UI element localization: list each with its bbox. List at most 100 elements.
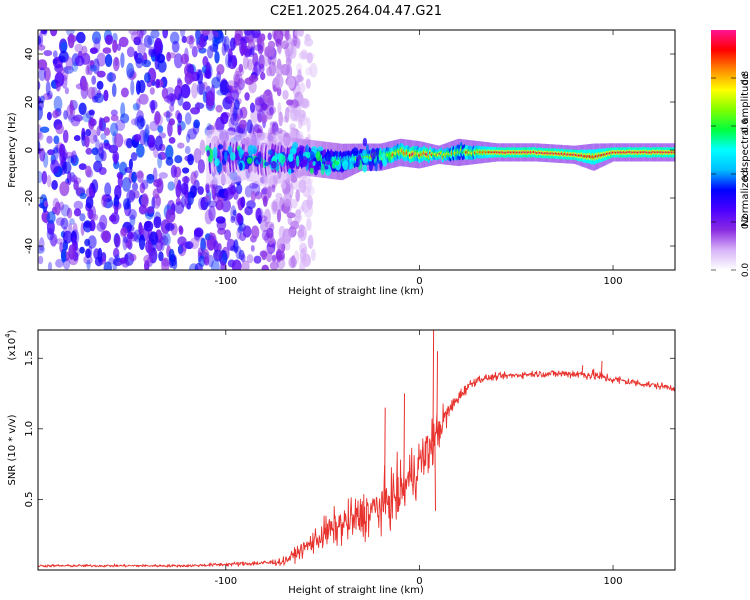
noise-blob [239, 40, 247, 56]
noise-blob [244, 92, 250, 101]
spectrogram-x-axis: -100 0 100 [214, 30, 623, 287]
noise-blob [197, 159, 205, 174]
noise-blob [68, 254, 79, 266]
snr-x-tick-label: 100 [603, 576, 622, 587]
noise-blob [250, 190, 256, 202]
noise-blob [306, 52, 313, 64]
noise-blob [63, 110, 68, 120]
noise-blob [174, 201, 185, 214]
snr-line [38, 368, 675, 568]
signal-blob [299, 154, 304, 159]
noise-blob [171, 40, 180, 53]
noise-blob [40, 30, 48, 35]
noise-blob [276, 44, 282, 54]
noise-blob [180, 84, 191, 99]
noise-blob [197, 186, 204, 195]
noise-blob [38, 105, 43, 121]
signal-blob [362, 137, 368, 147]
noise-blob [219, 79, 230, 96]
signal-blob [379, 160, 383, 170]
noise-blob [69, 218, 75, 225]
noise-blob [131, 171, 138, 183]
noise-blob [236, 227, 242, 240]
noise-blob [180, 182, 189, 195]
noise-blob [38, 44, 46, 51]
noise-blob [164, 222, 175, 232]
noise-blob [263, 208, 271, 225]
noise-blob [128, 30, 139, 36]
noise-blob [167, 93, 177, 102]
noise-blob [156, 53, 166, 64]
noise-blob [106, 72, 117, 83]
noise-blob [102, 47, 112, 54]
noise-blob [230, 89, 240, 101]
noise-blob [87, 86, 96, 100]
noise-blob [46, 135, 53, 144]
noise-blob [136, 110, 145, 123]
signal-blob [268, 155, 272, 166]
noise-blob [259, 63, 265, 74]
noise-blob [55, 123, 64, 135]
noise-blob [76, 31, 86, 44]
noise-blob [286, 212, 296, 219]
spectrogram-plot: -100 0 100 -40 -20 0 20 40 Height of straight … [7, 29, 676, 297]
noise-blob [90, 213, 99, 221]
noise-blob [238, 63, 244, 73]
noise-blob [222, 252, 228, 264]
noise-blob [248, 74, 259, 83]
noise-blob [253, 255, 262, 264]
noise-blob [266, 240, 276, 254]
noise-blob [55, 82, 61, 92]
signal-blob [300, 145, 304, 152]
noise-blob [184, 145, 191, 155]
signal-blob [331, 163, 337, 169]
noise-blob [226, 80, 236, 91]
signal-blob [352, 147, 359, 157]
noise-blob [90, 47, 98, 54]
noise-blob [67, 155, 74, 164]
noise-blob [241, 260, 250, 270]
noise-blob [85, 110, 95, 119]
noise-blob [220, 260, 227, 270]
noise-blob [154, 37, 163, 53]
noise-blob [248, 48, 255, 58]
noise-blob [110, 114, 119, 122]
noise-blob [44, 67, 51, 82]
noise-blob [114, 254, 120, 263]
noise-blob [132, 182, 138, 191]
noise-blob [149, 87, 155, 95]
noise-blob [157, 151, 167, 160]
noise-blob [96, 80, 104, 90]
noise-blob [264, 221, 275, 228]
noise-blob [49, 233, 58, 247]
signal-blob [362, 156, 369, 164]
noise-blob [205, 182, 210, 194]
noise-blob [112, 151, 120, 163]
noise-blob [78, 163, 87, 171]
signal-blob [320, 163, 325, 175]
noise-blob [211, 185, 217, 201]
noise-blob [300, 49, 308, 59]
noise-blob [103, 89, 109, 102]
noise-blob [113, 247, 120, 259]
spectrogram-x-tick-label: -100 [214, 276, 237, 287]
noise-blob [93, 134, 98, 142]
noise-blob [46, 211, 56, 224]
noise-blob [89, 219, 96, 232]
noise-blob [38, 245, 45, 254]
noise-blob [117, 173, 123, 189]
noise-blob [259, 102, 270, 114]
noise-blob [158, 251, 164, 262]
snr-spike [432, 330, 435, 442]
noise-blob [169, 103, 175, 112]
noise-blob [235, 85, 242, 95]
noise-blob [294, 75, 304, 83]
noise-blob [126, 46, 135, 58]
noise-blob [165, 144, 174, 160]
noise-blob [71, 150, 77, 164]
noise-blob [111, 83, 117, 97]
noise-blob [141, 59, 152, 68]
noise-blob [213, 249, 222, 261]
noise-blob [105, 34, 113, 46]
signal-blob [247, 157, 253, 165]
